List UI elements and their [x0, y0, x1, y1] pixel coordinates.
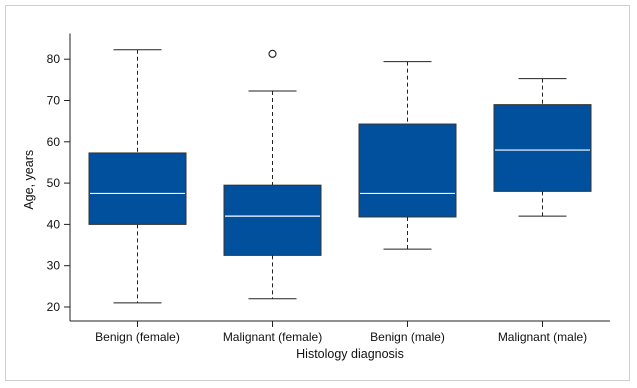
outlier-point-0	[268, 49, 277, 58]
x-axis: Benign (female) Malignant (female) Benign …	[70, 320, 610, 344]
box-0	[88, 49, 187, 304]
x-tick-label-3: Malignant (male)	[498, 330, 587, 344]
x-axis-title: Histology diagnosis	[296, 347, 404, 361]
box-2	[358, 61, 457, 250]
y-tick-label-80: 80	[47, 52, 61, 66]
y-tick-label-30: 30	[47, 259, 61, 273]
iqr-box	[88, 152, 187, 225]
x-tick-label-0: Benign (female)	[95, 330, 180, 344]
iqr-box	[223, 184, 322, 256]
y-tick-label-70: 70	[47, 94, 61, 108]
y-tick-label-60: 60	[47, 135, 61, 149]
iqr-box	[358, 123, 457, 218]
y-tick-label-20: 20	[47, 300, 61, 314]
x-tick-label-2: Benign (male)	[370, 330, 445, 344]
y-axis: 20 30 40 50 60 70 80	[47, 33, 71, 321]
y-tick-label-40: 40	[47, 217, 61, 231]
box-3	[493, 78, 592, 217]
y-tick-label-50: 50	[47, 176, 61, 190]
box-1	[223, 49, 322, 300]
x-tick-label-1: Malignant (female)	[223, 330, 322, 344]
y-axis-title: Age, years	[22, 150, 36, 210]
boxes-group	[88, 49, 592, 304]
iqr-box	[493, 104, 592, 192]
